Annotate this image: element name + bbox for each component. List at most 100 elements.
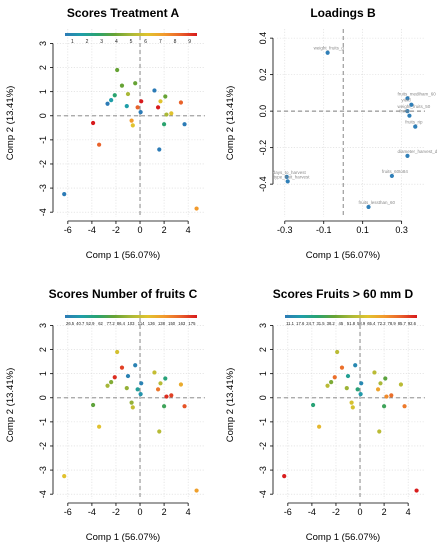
y-tick-label: -1 <box>38 418 48 426</box>
colorbar-tick-label: 31.5 <box>316 321 325 326</box>
y-tick-label: 0 <box>38 113 48 118</box>
data-point <box>389 173 394 179</box>
colorbar-tick-label: 62 <box>98 321 103 326</box>
colorbar-tick-label: 150 <box>168 321 176 326</box>
loading-label: fruits_mediham_60 <box>397 91 436 96</box>
y-tick-label: -3 <box>38 184 48 192</box>
panel-scores-treatment-a: Scores Treatment A Comp 1 (56.07%) Comp … <box>5 6 205 261</box>
data-point <box>325 383 330 388</box>
x-axis-label: Comp 1 (56.07%) <box>86 250 160 261</box>
colorbar-tick-label: 6 <box>144 39 147 45</box>
x-tick-label: 0.3 <box>395 225 408 235</box>
data-point <box>139 99 144 104</box>
data-point <box>133 363 138 368</box>
data-point <box>90 402 96 408</box>
colorbar <box>65 315 197 318</box>
colorbar-tick-label: 58.9 <box>357 321 366 326</box>
x-tick-label: 2 <box>162 225 167 235</box>
data-point <box>381 404 387 409</box>
colorbar-tick-label: 77.2 <box>107 321 116 326</box>
colorbar-tick-label: 52.9 <box>86 321 95 326</box>
y-tick-label: -3 <box>38 466 48 474</box>
x-tick-label: 0.1 <box>356 225 369 235</box>
y-tick-label: 2 <box>258 347 268 352</box>
data-point <box>124 386 129 391</box>
loading-label: weight_fruits_g <box>314 46 345 51</box>
x-tick-label: 2 <box>382 507 387 517</box>
data-point <box>157 147 162 152</box>
loading-label: fruits_lessthan_60 <box>359 200 396 205</box>
x-tick-label: 4 <box>186 507 191 517</box>
data-point <box>125 91 131 97</box>
y-tick-label: -3 <box>258 466 268 474</box>
y-tick-label: -0.2 <box>258 140 268 156</box>
data-point <box>105 383 110 388</box>
data-point <box>398 382 404 387</box>
data-point <box>115 349 120 355</box>
x-tick-label: -2 <box>112 507 120 517</box>
data-point <box>409 102 414 107</box>
data-point <box>112 375 117 380</box>
y-axis-label: Comp 2 (13.41%) <box>225 368 236 442</box>
data-point <box>125 373 131 379</box>
x-axis-label: Comp 1 (56.07%) <box>86 532 160 543</box>
data-point <box>375 387 381 392</box>
data-point <box>138 110 143 115</box>
y-tick-label: -1 <box>258 418 268 426</box>
data-point <box>317 424 322 429</box>
data-point <box>310 402 316 408</box>
panel-title: Scores Number of fruits C <box>49 287 198 301</box>
x-tick-label: -2 <box>332 507 340 517</box>
colorbar-tick-label: 114 <box>138 321 145 326</box>
data-point <box>109 380 114 385</box>
data-point <box>152 370 157 375</box>
colorbar-tick-label: 78.9 <box>388 321 397 326</box>
colorbar-tick-label: 2 <box>86 39 89 45</box>
data-point <box>164 394 169 399</box>
y-tick-label: -4 <box>258 490 268 498</box>
data-point <box>158 381 163 386</box>
data-point <box>349 400 354 405</box>
y-tick-label: -4 <box>38 490 48 498</box>
data-point <box>413 124 418 129</box>
y-tick-label: 1 <box>258 371 268 376</box>
data-point <box>135 105 140 110</box>
data-point <box>344 386 349 391</box>
data-point <box>366 204 371 210</box>
y-tick-label: -2 <box>38 442 48 450</box>
data-point <box>129 400 134 405</box>
colorbar-tick-label: 1 <box>71 39 74 45</box>
data-point <box>155 105 161 110</box>
data-point <box>135 387 140 392</box>
colorbar-tick-label: 38.2 <box>327 321 336 326</box>
data-point <box>119 83 125 88</box>
data-point <box>384 394 389 399</box>
x-tick-label: 0 <box>138 507 143 517</box>
colorbar-tick-label: 51.8 <box>347 321 356 326</box>
data-point <box>182 122 187 127</box>
colorbar-tick-label: 103 <box>128 321 136 326</box>
plot-area: -6 -4 -2 0 2 4 -4 -3 -2 -1 0 1 2 3 11.1 17.6 24.7 31.5 38.… <box>258 311 425 517</box>
colorbar-tick-label: 40.7 <box>76 321 85 326</box>
data-point <box>130 405 135 410</box>
colorbar-tick-label: 86.4 <box>117 321 126 326</box>
panel-scores-number-of-fruits-c: Scores Number of fruits C Comp 1 (56.07%… <box>5 287 205 543</box>
y-tick-label: 3 <box>38 323 48 328</box>
data-point <box>353 363 358 368</box>
colorbar-tick-label: 175 <box>188 321 196 326</box>
data-point <box>414 488 419 493</box>
data-point <box>332 375 337 380</box>
panel-title: Scores Treatment A <box>67 6 180 20</box>
x-tick-label: 0 <box>358 507 363 517</box>
plot-area: -6 -4 -2 0 2 4 -4 -3 -2 -1 0 1 2 3 26.5 40.7 52.9 62 77.2 8… <box>38 311 205 517</box>
y-tick-label: 0 <box>38 395 48 400</box>
data-point <box>358 392 363 397</box>
data-point <box>345 373 351 379</box>
data-point <box>133 81 138 86</box>
colorbar-tick-label: 92.6 <box>408 321 417 326</box>
y-tick-label: 0.2 <box>258 68 268 81</box>
data-point <box>138 392 143 397</box>
colorbar-tick-label: 45 <box>339 321 344 326</box>
data-point <box>115 67 120 73</box>
